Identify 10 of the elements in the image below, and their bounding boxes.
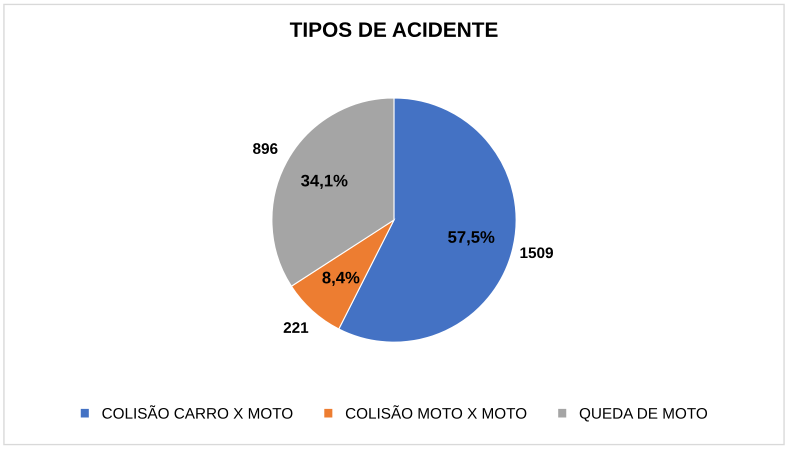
data-label: 1509	[520, 247, 553, 258]
chart-title: TIPOS DE ACIDENTE	[290, 22, 498, 38]
data-label: 221	[284, 322, 308, 333]
legend-label: COLISÃO CARRO X MOTO	[102, 405, 292, 419]
text: 8,4%	[322, 272, 360, 286]
text: 34,1%	[301, 174, 348, 189]
data-label: 896	[253, 143, 278, 154]
text: 57,5%	[448, 231, 494, 246]
legend-label: COLISÃO MOTO X MOTO	[346, 405, 526, 419]
legend-label: QUEDA DE MOTO	[580, 408, 708, 422]
